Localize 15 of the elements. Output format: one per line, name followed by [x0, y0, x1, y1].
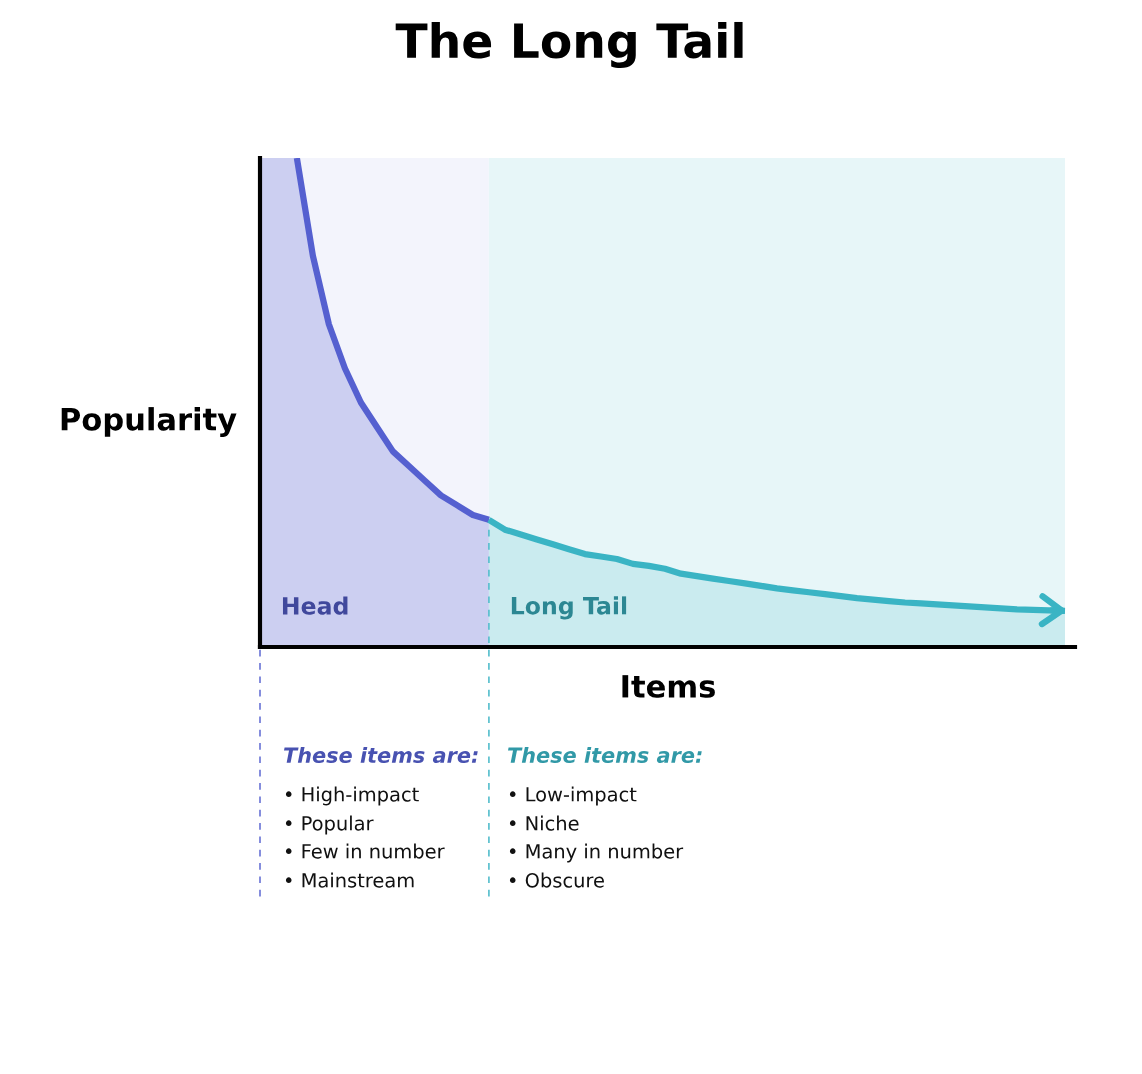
text: • Mainstream [285, 872, 414, 888]
text: • High-impact [285, 786, 419, 806]
text: These items are: [508, 746, 702, 764]
text: • Niche [509, 815, 579, 831]
series-label: Head [282, 596, 348, 615]
series-label: Long Tail [511, 596, 627, 620]
text: • Few in number [285, 843, 445, 859]
text: • Many in number [509, 843, 684, 863]
text: These items are: [284, 746, 478, 764]
text: • Obscure [509, 872, 604, 888]
text: • Low-impact [509, 786, 637, 806]
y-axis-title: Popularity [61, 407, 237, 437]
text: • Popular [285, 815, 374, 835]
x-axis-title: Items [622, 675, 715, 698]
chart-title: The Long Tail [395, 21, 743, 69]
